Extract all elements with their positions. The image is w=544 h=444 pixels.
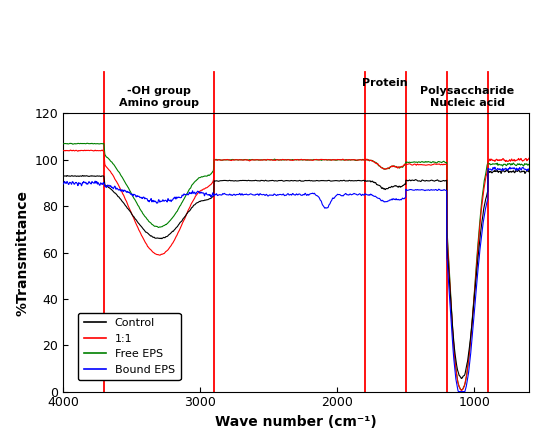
Text: Protein: Protein — [362, 79, 408, 88]
X-axis label: Wave number (cm⁻¹): Wave number (cm⁻¹) — [215, 415, 377, 429]
Legend: Control, 1:1, Free EPS, Bound EPS: Control, 1:1, Free EPS, Bound EPS — [78, 313, 181, 381]
Text: Polysaccharide
Nucleic acid: Polysaccharide Nucleic acid — [421, 86, 515, 108]
Y-axis label: %Transmittance: %Transmittance — [15, 190, 29, 316]
Text: -OH group
Amino group: -OH group Amino group — [119, 86, 199, 108]
